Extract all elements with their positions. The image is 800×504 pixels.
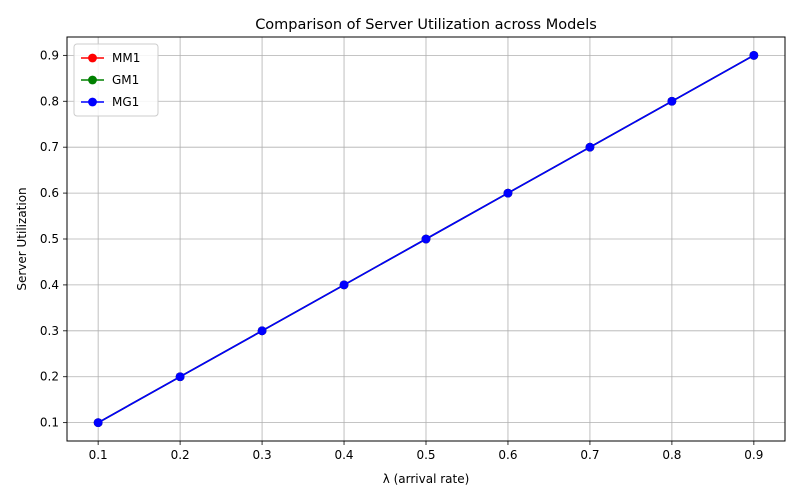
- data-point-mg1: [503, 188, 513, 198]
- x-tick-label: 0.5: [416, 448, 435, 462]
- legend-label-gm1: GM1: [112, 73, 139, 87]
- x-tick-label: 0.3: [253, 448, 272, 462]
- legend-label-mm1: MM1: [112, 51, 140, 65]
- legend-box: [73, 43, 159, 117]
- y-axis: 0.1 0.2 0.3 0.4 0.5 0.6 0.7 0.8 0.9: [40, 48, 67, 430]
- data-point-mg1: [585, 142, 595, 152]
- data-point-mg1: [175, 372, 185, 382]
- y-axis-label: Server Utilization: [15, 187, 29, 290]
- y-tick-label: 0.5: [40, 232, 59, 246]
- data-point-mg1: [421, 234, 431, 244]
- x-axis: 0.1 0.2 0.3 0.4 0.5 0.6 0.7 0.8 0.9: [89, 441, 763, 462]
- y-tick-label: 0.7: [40, 140, 59, 154]
- series-group: [93, 50, 759, 428]
- legend-marker-gm1: [88, 75, 97, 85]
- y-tick-label: 0.6: [40, 186, 59, 200]
- x-tick-label: 0.2: [171, 448, 190, 462]
- x-tick-label: 0.1: [89, 448, 108, 462]
- legend-marker-mg1: [88, 97, 97, 107]
- y-tick-label: 0.8: [40, 94, 59, 108]
- data-point-mg1: [749, 50, 759, 60]
- x-tick-label: 0.7: [580, 448, 599, 462]
- legend-marker-mm1: [88, 53, 97, 63]
- legend-label-mg1: MG1: [112, 95, 139, 109]
- data-point-mg1: [257, 326, 267, 336]
- x-tick-label: 0.6: [498, 448, 517, 462]
- legend-item-mg1: MG1: [81, 95, 139, 109]
- data-point-mg1: [339, 280, 349, 290]
- y-tick-label: 0.4: [40, 278, 59, 292]
- x-tick-label: 0.8: [662, 448, 681, 462]
- y-tick-label: 0.9: [40, 48, 59, 62]
- legend-item-mm1: MM1: [81, 51, 140, 65]
- data-point-mg1: [667, 96, 677, 106]
- y-tick-label: 0.3: [40, 324, 59, 338]
- legend: MM1 GM1 MG1: [73, 43, 159, 117]
- data-point-mg1: [93, 418, 103, 428]
- y-tick-label: 0.2: [40, 370, 59, 384]
- x-axis-label: λ (arrival rate): [383, 472, 470, 486]
- chart-title: Comparison of Server Utilization across …: [255, 17, 597, 33]
- legend-item-gm1: GM1: [81, 73, 139, 87]
- x-tick-label: 0.4: [334, 448, 353, 462]
- x-tick-label: 0.9: [744, 448, 763, 462]
- y-tick-label: 0.1: [40, 416, 59, 430]
- series-mg1: [93, 50, 759, 428]
